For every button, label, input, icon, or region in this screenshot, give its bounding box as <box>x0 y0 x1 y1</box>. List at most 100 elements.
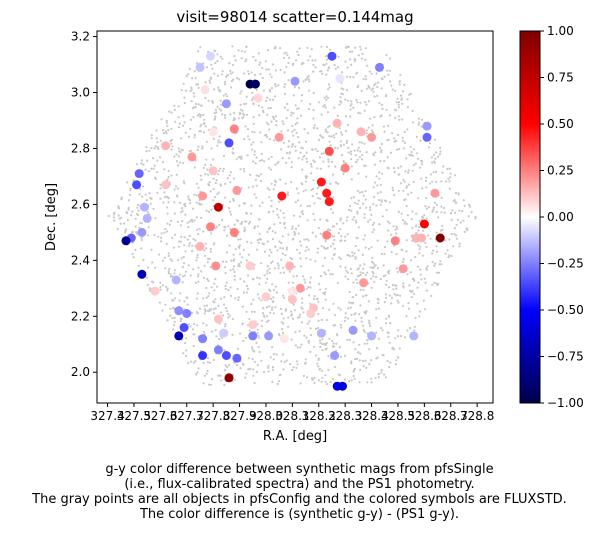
background-point <box>291 225 294 228</box>
background-point <box>218 223 221 226</box>
background-point <box>166 124 169 127</box>
background-point <box>394 109 398 112</box>
background-point <box>252 160 255 163</box>
background-point <box>199 46 202 49</box>
background-point <box>215 111 218 114</box>
x-tick-label: 328.3 <box>328 409 362 423</box>
background-point <box>451 209 454 212</box>
background-point <box>417 244 420 247</box>
background-point <box>173 324 176 327</box>
background-point <box>375 204 378 207</box>
background-point <box>305 246 308 249</box>
background-point <box>226 234 229 237</box>
background-point <box>267 157 270 160</box>
background-point <box>193 133 196 136</box>
background-point <box>212 158 215 161</box>
background-point <box>339 96 342 99</box>
background-point <box>371 124 374 127</box>
background-point <box>398 347 401 350</box>
background-point <box>146 283 149 287</box>
background-point <box>365 151 368 154</box>
background-point <box>401 118 404 121</box>
fluxstd-point <box>338 381 347 391</box>
background-point <box>244 125 247 128</box>
background-point <box>161 259 164 262</box>
background-point <box>380 87 383 90</box>
background-point <box>266 96 269 99</box>
background-point <box>336 147 339 150</box>
background-point <box>147 170 150 173</box>
background-point <box>349 150 353 153</box>
background-point <box>268 254 271 257</box>
background-point <box>347 307 350 310</box>
background-point <box>180 207 184 210</box>
background-point <box>222 314 225 317</box>
background-point <box>309 258 312 261</box>
background-point <box>225 251 228 254</box>
background-point <box>152 167 155 170</box>
background-point <box>294 59 298 62</box>
background-point <box>393 292 396 296</box>
background-point <box>352 106 355 109</box>
background-point <box>209 383 212 386</box>
background-point <box>217 141 220 144</box>
background-point <box>292 366 295 369</box>
plot-area: 327.4327.5327.6327.7327.8327.9328.0328.1… <box>71 30 494 423</box>
background-point <box>372 228 375 231</box>
background-point <box>308 204 311 208</box>
background-point <box>339 308 342 311</box>
background-point <box>214 49 217 53</box>
background-point <box>449 172 452 175</box>
background-point <box>371 131 375 134</box>
background-point <box>205 296 208 299</box>
background-point <box>228 364 231 367</box>
background-point <box>223 114 227 117</box>
background-point <box>254 178 257 181</box>
background-point <box>196 114 199 117</box>
background-point <box>295 274 299 278</box>
background-point <box>193 95 196 98</box>
background-point <box>210 232 213 235</box>
background-point <box>259 238 263 241</box>
background-point <box>425 289 428 292</box>
background-point <box>160 118 163 121</box>
background-point <box>198 202 201 205</box>
background-point <box>455 223 458 226</box>
background-point <box>290 114 293 117</box>
background-point <box>324 343 327 347</box>
background-point <box>405 239 408 242</box>
background-point <box>382 125 385 128</box>
background-point <box>302 311 305 314</box>
background-point <box>212 312 215 315</box>
background-point <box>257 346 260 349</box>
background-point <box>189 149 193 152</box>
background-point <box>287 79 290 82</box>
background-point <box>231 63 235 67</box>
background-point <box>156 146 159 149</box>
background-point <box>372 186 375 189</box>
background-point <box>195 201 198 204</box>
background-point <box>345 130 348 133</box>
background-point <box>264 60 267 63</box>
background-point <box>407 193 410 196</box>
background-point <box>287 145 290 148</box>
background-point <box>182 114 185 117</box>
background-point <box>174 297 177 300</box>
background-point <box>411 226 414 230</box>
background-point <box>399 335 403 338</box>
colorbar-tick-label: −0.25 <box>547 257 584 271</box>
background-point <box>261 66 264 70</box>
background-point <box>140 236 143 239</box>
background-point <box>196 292 199 295</box>
background-point <box>396 227 399 230</box>
background-point <box>138 188 141 191</box>
background-point <box>234 297 237 300</box>
background-point <box>188 135 191 138</box>
background-point <box>351 296 354 299</box>
background-point <box>210 77 213 80</box>
background-point <box>369 266 372 269</box>
background-point <box>324 287 327 290</box>
background-point <box>243 102 246 106</box>
background-point <box>302 374 305 377</box>
fluxstd-point <box>224 138 234 148</box>
